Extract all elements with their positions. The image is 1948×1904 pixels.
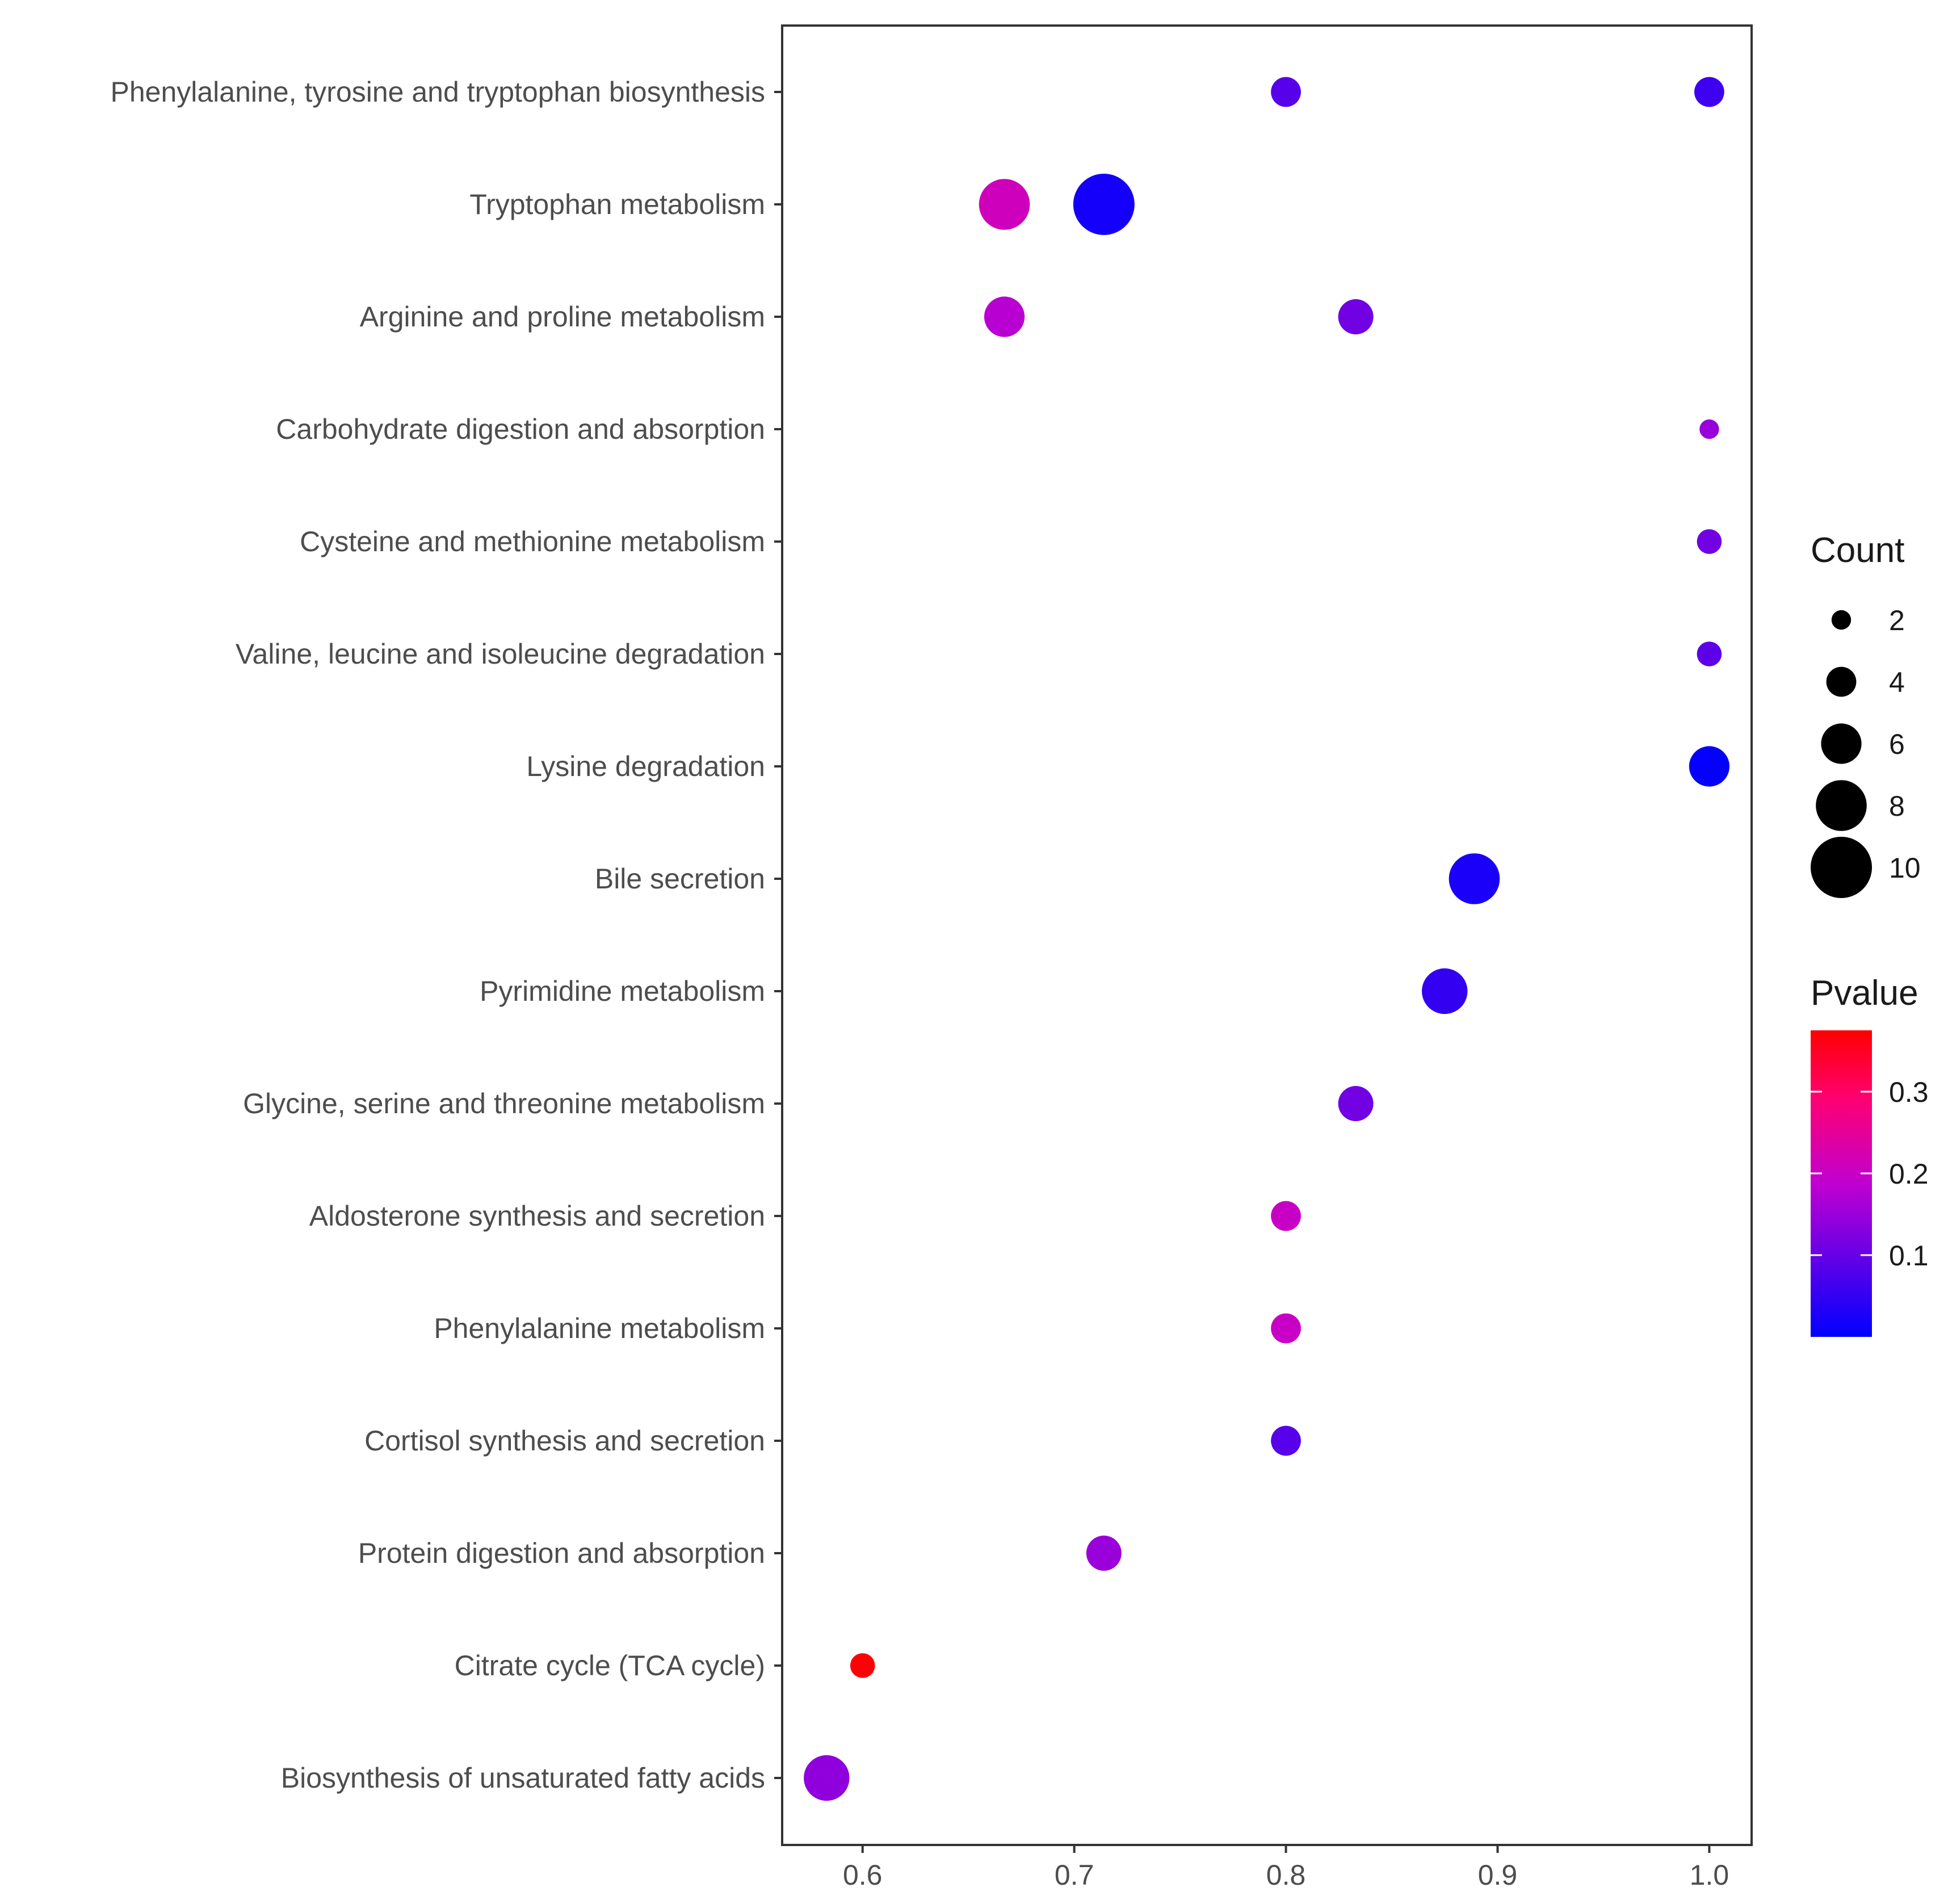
x-tick-label: 0.7: [1055, 1859, 1094, 1891]
size-legend-label: 8: [1889, 790, 1905, 822]
size-legend: Count 2 4 6 8 10: [1811, 531, 1921, 898]
x-axis: 0.6 0.7 0.8 0.9 1.0: [843, 1845, 1729, 1891]
data-point: [1073, 174, 1135, 235]
data-point: [1271, 1201, 1301, 1231]
data-point: [804, 1755, 850, 1801]
category-label: Cortisol synthesis and secretion: [364, 1425, 765, 1457]
x-tick-label: 0.6: [843, 1859, 883, 1891]
colorbar-tick-label: 0.1: [1889, 1240, 1929, 1272]
size-legend-key: [1811, 837, 1872, 898]
category-label: Arginine and proline metabolism: [360, 301, 765, 333]
category-label: Cysteine and methionine metabolism: [300, 526, 765, 557]
category-label: Protein digestion and absorption: [358, 1537, 765, 1569]
data-point: [984, 296, 1025, 337]
y-axis: Phenylalanine, tyrosine and tryptophan b…: [110, 76, 782, 1794]
category-label: Valine, leucine and isoleucine degradati…: [236, 638, 765, 670]
x-tick-label: 0.8: [1266, 1859, 1306, 1891]
data-point: [1338, 1086, 1374, 1121]
data-point: [1699, 419, 1719, 439]
data-point: [1338, 299, 1374, 334]
data-point: [850, 1653, 875, 1678]
size-legend-label: 2: [1889, 605, 1905, 636]
category-label: Phenylalanine metabolism: [434, 1312, 765, 1344]
category-label: Carbohydrate digestion and absorption: [276, 413, 765, 445]
category-label: Glycine, serine and threonine metabolism: [243, 1088, 765, 1119]
category-label: Bile secretion: [595, 863, 765, 895]
data-point: [1689, 746, 1730, 787]
size-legend-title: Count: [1811, 531, 1904, 570]
category-label: Phenylalanine, tyrosine and tryptophan b…: [110, 76, 765, 108]
data-point: [1271, 1425, 1301, 1456]
size-legend-key: [1826, 666, 1857, 697]
data-point: [1086, 1536, 1122, 1571]
category-label: Biosynthesis of unsaturated fatty acids: [281, 1762, 765, 1794]
colorbar-tick-label: 0.2: [1889, 1158, 1929, 1190]
data-points: [804, 77, 1730, 1801]
category-label: Pyrimidine metabolism: [480, 975, 765, 1007]
size-legend-key: [1821, 723, 1862, 764]
x-tick-label: 1.0: [1690, 1859, 1729, 1891]
data-point: [1697, 641, 1722, 666]
data-point: [1422, 968, 1468, 1014]
data-point: [1271, 1313, 1301, 1344]
x-tick-label: 0.9: [1478, 1859, 1518, 1891]
data-point: [979, 179, 1030, 230]
category-label: Tryptophan metabolism: [469, 188, 765, 220]
size-legend-key: [1816, 780, 1867, 831]
size-legend-label: 6: [1889, 728, 1905, 760]
data-point: [1694, 77, 1724, 107]
colorbar-tick-label: 0.3: [1889, 1076, 1929, 1108]
size-legend-label: 10: [1889, 852, 1921, 884]
color-legend: Pvalue 0.1 0.2 0.3: [1811, 974, 1929, 1337]
data-point: [1697, 529, 1722, 554]
category-label: Lysine degradation: [526, 750, 765, 782]
category-label: Aldosterone synthesis and secretion: [309, 1200, 765, 1232]
category-label: Citrate cycle (TCA cycle): [455, 1650, 765, 1681]
data-point: [1271, 77, 1301, 107]
data-point: [1449, 853, 1500, 904]
size-legend-key: [1831, 610, 1852, 630]
colorbar: [1811, 1030, 1872, 1337]
plot-panel: [781, 24, 1753, 1846]
size-legend-label: 4: [1889, 666, 1905, 698]
color-legend-title: Pvalue: [1811, 974, 1918, 1013]
